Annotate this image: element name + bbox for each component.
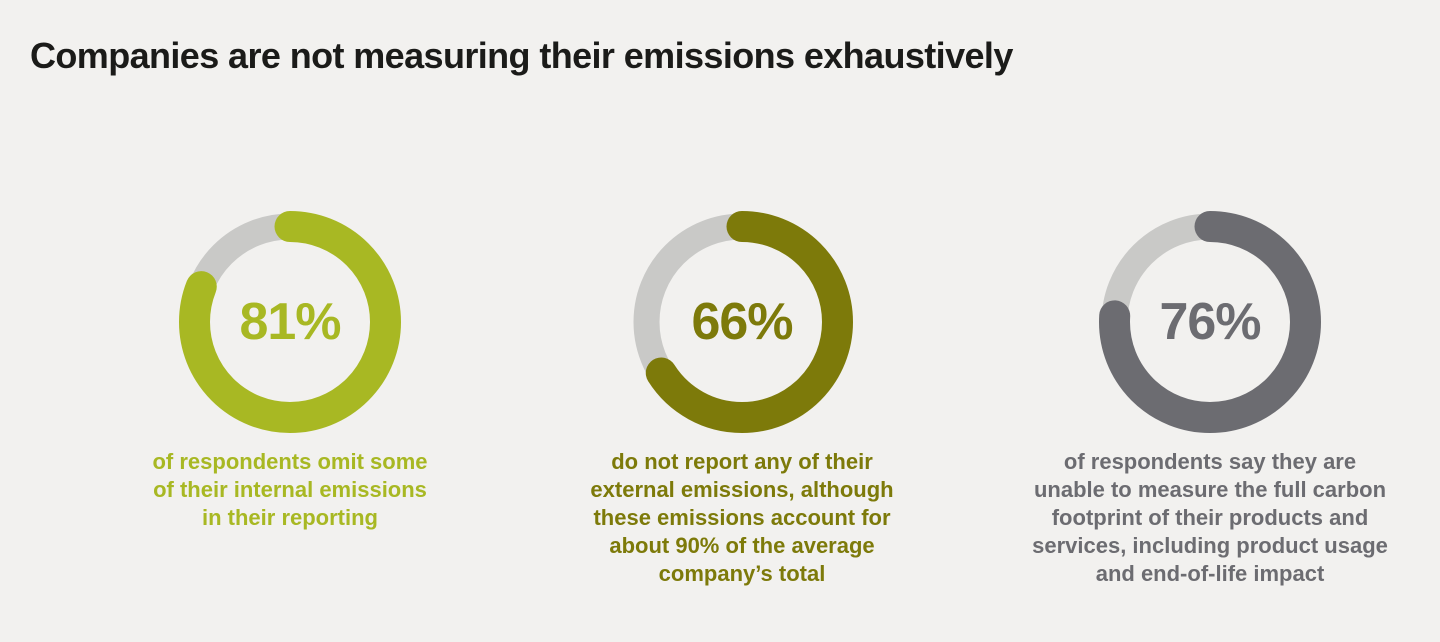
donut-ring-svg xyxy=(631,211,853,433)
stat-card-external-emissions: 66% do not report any of their external … xyxy=(542,211,942,588)
percent-label: 66% xyxy=(691,293,793,351)
stat-caption: of respondents omit some of their intern… xyxy=(152,449,428,530)
percent-label: 81% xyxy=(239,293,341,351)
donut-chart-product-footprint: 76% xyxy=(1099,211,1321,433)
donut-chart-internal-emissions: 81% xyxy=(179,211,401,433)
donut-value-arc xyxy=(1099,211,1321,433)
page-title: Companies are not measuring their emissi… xyxy=(30,35,1013,77)
donut-value-arc xyxy=(631,211,853,433)
stat-card-internal-emissions: 81% of respondents omit some of their in… xyxy=(110,211,470,532)
stat-card-product-footprint: 76% of respondents say they are unable t… xyxy=(980,211,1440,588)
stat-caption: do not report any of their external emis… xyxy=(590,449,894,586)
donut-ring-svg xyxy=(179,211,401,433)
donut-value-arc xyxy=(179,211,401,433)
donut-ring-svg xyxy=(1099,211,1321,433)
percent-label: 76% xyxy=(1159,293,1261,351)
donut-chart-external-emissions: 66% xyxy=(631,211,853,433)
stat-caption: of respondents say they are unable to me… xyxy=(1032,449,1388,586)
